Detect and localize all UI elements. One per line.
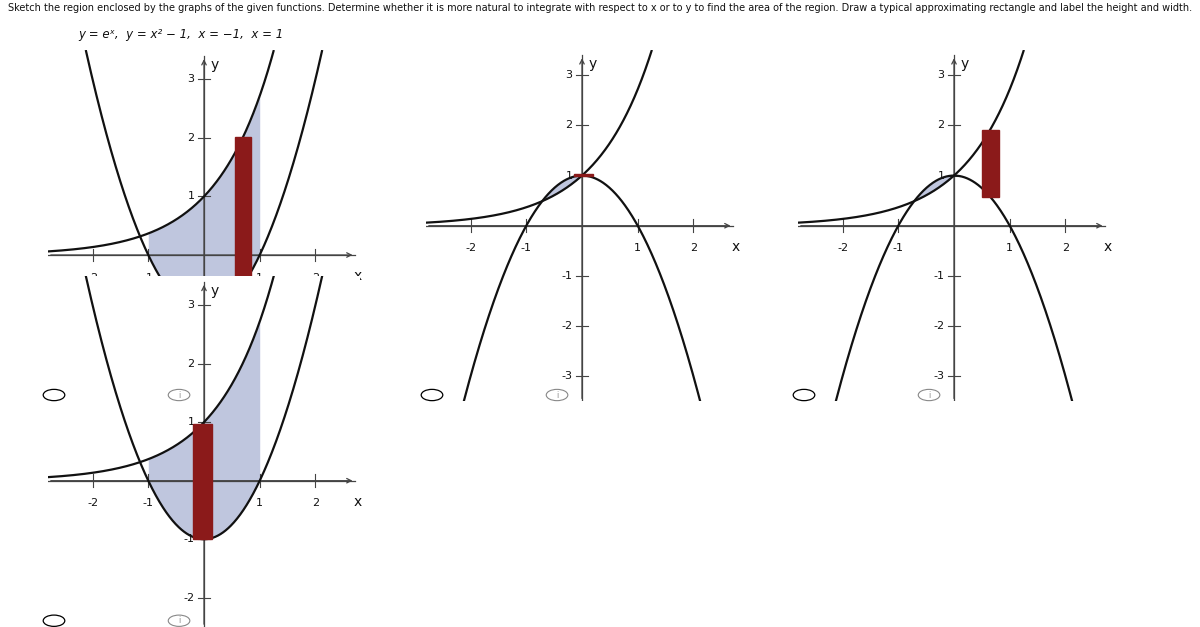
Text: i: i (556, 391, 558, 399)
Text: -1: -1 (143, 498, 154, 508)
Text: x: x (354, 495, 362, 508)
Text: 2: 2 (187, 359, 194, 369)
Text: 2: 2 (312, 273, 319, 283)
Text: y: y (588, 57, 596, 71)
Text: 2: 2 (937, 120, 944, 130)
Text: -2: -2 (88, 273, 98, 283)
Text: 1: 1 (565, 171, 572, 181)
Text: y: y (210, 58, 218, 72)
Text: 1: 1 (635, 243, 641, 253)
Text: -3: -3 (562, 371, 572, 381)
Bar (982, 130, 998, 197)
Text: -3: -3 (934, 371, 944, 381)
Text: Sketch the region enclosed by the graphs of the given functions. Determine wheth: Sketch the region enclosed by the graphs… (8, 3, 1192, 13)
Text: -1: -1 (143, 273, 154, 283)
Text: 3: 3 (565, 70, 572, 80)
Text: 2: 2 (312, 498, 319, 508)
Text: x: x (1104, 240, 1112, 254)
Text: y = eˣ,  y = x² − 1,  x = −1,  x = 1: y = eˣ, y = x² − 1, x = −1, x = 1 (78, 28, 283, 41)
Text: 3: 3 (187, 300, 194, 310)
Text: x: x (732, 240, 740, 254)
Text: 2: 2 (690, 243, 697, 253)
Text: 1: 1 (937, 171, 944, 181)
Bar (235, 137, 251, 285)
Text: -2: -2 (934, 321, 944, 331)
Text: -1: -1 (184, 534, 194, 544)
Text: 1: 1 (257, 498, 263, 508)
Text: 2: 2 (565, 120, 572, 130)
Text: i: i (178, 391, 180, 399)
Text: 3: 3 (937, 70, 944, 80)
Text: -2: -2 (184, 367, 194, 377)
Text: 2: 2 (1062, 243, 1069, 253)
Text: 1: 1 (1007, 243, 1013, 253)
Text: -2: -2 (184, 593, 194, 603)
Text: y: y (960, 57, 968, 71)
Text: i: i (928, 391, 930, 399)
Text: -1: -1 (184, 308, 194, 319)
Text: 3: 3 (187, 75, 194, 85)
Text: y: y (210, 284, 218, 298)
Text: -2: -2 (838, 243, 848, 253)
Bar (193, 424, 212, 539)
Text: -2: -2 (88, 498, 98, 508)
Text: -1: -1 (893, 243, 904, 253)
Text: -1: -1 (562, 271, 572, 281)
Text: i: i (178, 616, 180, 625)
Text: 1: 1 (187, 417, 194, 427)
Text: 1: 1 (257, 273, 263, 283)
Text: -2: -2 (562, 321, 572, 331)
Text: -1: -1 (934, 271, 944, 281)
Text: 1: 1 (187, 191, 194, 201)
Text: -1: -1 (521, 243, 532, 253)
Text: x: x (354, 269, 362, 283)
Bar (574, 174, 593, 176)
Text: 2: 2 (187, 133, 194, 143)
Text: -2: -2 (466, 243, 476, 253)
